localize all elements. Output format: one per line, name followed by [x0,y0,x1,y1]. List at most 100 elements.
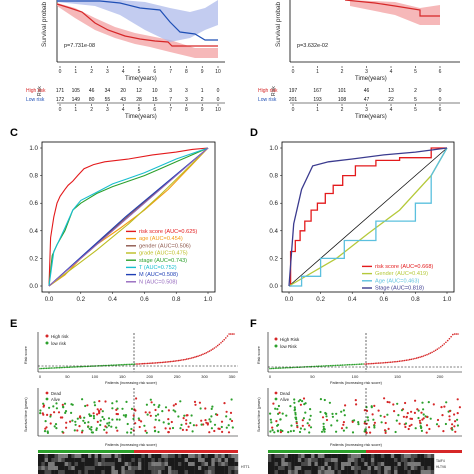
risk-point [127,363,129,366]
survival-point [101,415,104,419]
heatmap-cell [108,462,112,467]
roc-legend-entry: Stage (AUC=0.818) [375,286,424,292]
heatmap-cell [74,458,79,463]
heatmap-cell [287,466,292,471]
km-left-tick-label: 6 [153,69,156,75]
heatmap-cell [417,466,421,471]
risk-point [168,361,170,363]
heatmap-cell [344,458,348,463]
risk-point [334,364,337,367]
heatmap-cell [78,458,82,463]
risk-point [231,333,234,335]
survival-point [55,407,59,410]
roc-curve [48,147,209,287]
risk-table-cell: 101 [338,88,347,94]
heatmap-cell [58,470,62,474]
f-status-alive: Alive [280,397,290,402]
heatmap-cell [271,470,275,474]
heatmap-cell [384,462,388,467]
heatmap-cell [121,454,125,459]
survival-point [302,397,306,400]
heatmap-cell [54,466,59,471]
heatmap-cell [184,466,189,471]
survival-point [309,414,312,417]
heatmap-cell [218,458,222,463]
survival-point [171,426,175,430]
km-panel-left: Survival probab p=7.731e-08 0 1 2 3 4 5 6 7 8 9 10… [26,0,225,120]
heatmap-cell [400,470,405,474]
heatmap-cell [417,458,421,463]
heatmap-cell [380,470,385,474]
heatmap-cell [171,454,175,459]
risk-point [80,365,82,368]
risk-row-label-low: Low risk [258,97,277,103]
heatmap-cell [71,466,75,471]
heatmap-cell [204,462,209,467]
heatmap-cell [291,462,295,467]
survival-point [444,422,447,426]
risk-point [45,367,48,370]
risk-point [182,359,185,361]
survival-point [39,412,42,415]
heatmap-cell [357,454,362,459]
risk-x-tick-label: 50 [310,374,315,379]
survival-point [181,428,184,431]
heatmap-cell [404,470,408,474]
risk-point [407,359,409,361]
km-left-tick-label: 1 [74,69,77,75]
survival-point [419,425,422,428]
survival-point [289,405,292,408]
heatmap-cell [367,466,372,471]
risk-point [421,355,423,358]
heatmap-cell [354,458,358,463]
risk-point [185,358,188,360]
roc-c-x-ticks: 0.0 0.2 0.4 0.6 0.8 1.0 [45,292,213,303]
survival-point [227,424,230,427]
heatmap-cell [81,466,85,471]
risk-point [396,360,399,363]
heatmap-cell [407,462,411,467]
roc-legend-entry: M (AUC=0.508) [139,272,178,278]
survival-point [104,400,107,403]
heatmap-cell [104,458,109,463]
survival-point [87,425,90,428]
heatmap-cell [118,466,122,471]
risk-point [208,350,211,352]
risk-x-tick-label: 200 [146,374,153,379]
heatmap-cell [337,466,342,471]
survival-point [325,418,329,422]
heatmap-cell [357,470,362,474]
survival-point [110,425,113,428]
heatmap-cell [380,462,385,467]
f-legend-low: low Risk [280,344,298,349]
heatmap-cell [234,458,239,463]
survival-point [427,401,430,404]
survival-point [65,421,68,424]
survival-point [84,404,87,408]
survival-point [59,416,63,419]
km-left-risk-tick-label: 5 [138,107,141,113]
roc-legend-entry: Age (AUC=0.463) [375,278,419,284]
heatmap-cell [208,458,212,463]
heatmap-cell [354,454,358,459]
survival-point [111,407,114,410]
heatmap-cell [138,462,142,467]
heatmap-cell [234,466,239,471]
survival-point [90,428,93,431]
e-risk-x-ticks: 0 50 100 150 200 250 300 350 [39,374,236,379]
survival-point [220,420,224,423]
heatmap-cell [188,466,192,471]
survival-point [132,414,135,417]
heatmap-cell [94,466,99,471]
heatmap-cell [64,470,69,474]
risk-row-label-high: High risk [26,88,46,94]
survival-point [124,414,128,417]
survival-point [273,431,276,434]
survival-point [78,425,81,428]
heatmap-cell [114,470,119,474]
heatmap-cell [271,458,275,463]
risk-point [360,363,363,365]
f-survival-scatter [269,397,461,434]
f-expression-heatmap [268,454,435,474]
risk-point [348,363,351,366]
